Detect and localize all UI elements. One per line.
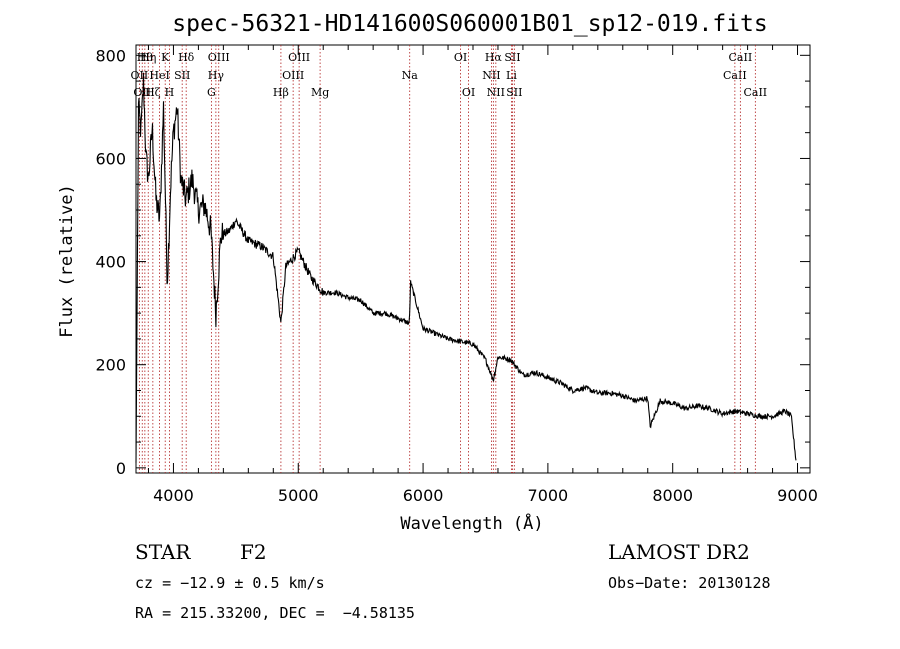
x-tick-label: 5000 xyxy=(278,486,319,505)
line-marker-label: CaII xyxy=(729,51,753,64)
axis-ticks: 4000 5000 6000 7000 8000 9000 0 200 400 600 800 xyxy=(95,45,818,505)
line-marker-label: Hγ xyxy=(208,69,225,82)
chart-title: spec-56321-HD141600S060001B01_sp12-019.f… xyxy=(172,11,767,37)
line-marker-label: Hη xyxy=(140,51,156,64)
line-marker-label: H xyxy=(165,86,175,99)
x-tick-label: 7000 xyxy=(528,486,569,505)
x-tick-label: 8000 xyxy=(652,486,693,505)
obs-date-text: Obs−Date: 20130128 xyxy=(608,574,771,592)
y-tick-label: 400 xyxy=(95,253,126,272)
x-tick-label: 4000 xyxy=(153,486,194,505)
line-marker-label: OI xyxy=(454,51,467,64)
line-marker-label: NII xyxy=(487,86,505,99)
line-marker-label: CaII xyxy=(723,69,747,82)
x-tick-label: 6000 xyxy=(403,486,444,505)
line-marker-label: HeI xyxy=(149,69,169,82)
y-tick-label: 800 xyxy=(95,46,126,65)
y-tick-label: 200 xyxy=(95,356,126,375)
y-tick-label: 600 xyxy=(95,149,126,168)
line-marker-label: OIII xyxy=(288,51,310,64)
line-marker-label: OIII xyxy=(208,51,230,64)
line-marker-label: OI xyxy=(462,86,475,99)
line-marker-label: Hα xyxy=(485,51,503,64)
line-marker-label: Mg xyxy=(311,86,329,99)
line-marker-label: OII xyxy=(131,69,149,82)
line-marker-label: Hθ xyxy=(137,51,154,64)
line-marker-label: G xyxy=(207,86,216,99)
line-marker-label: OII xyxy=(133,86,151,99)
object-class: STAR xyxy=(135,540,191,564)
line-marker-label: Hβ xyxy=(273,86,289,99)
survey-name: LAMOST DR2 xyxy=(608,540,750,564)
y-axis-label: Flux (relative) xyxy=(57,184,77,338)
line-marker-label: Na xyxy=(402,69,419,82)
object-subclass: F2 xyxy=(240,540,267,564)
x-tick-label: 9000 xyxy=(777,486,818,505)
line-marker-label: Hζ xyxy=(145,86,161,99)
line-marker-label: SII xyxy=(174,69,190,82)
line-marker-label: SII xyxy=(506,86,522,99)
coordinates-text: RA = 215.33200, DEC = −4.58135 xyxy=(135,604,415,622)
line-marker-label: SII xyxy=(504,51,520,64)
x-axis-label: Wavelength (Å) xyxy=(400,512,543,534)
line-marker-label: K xyxy=(161,51,170,64)
redshift-text: cz = −12.9 ± 0.5 km/s xyxy=(135,574,325,592)
line-marker-label: OIII xyxy=(282,69,304,82)
line-marker-label: NII xyxy=(482,69,500,82)
line-marker-label: CaII xyxy=(743,86,767,99)
spectrum-line xyxy=(135,72,797,463)
line-marker-label: Hδ xyxy=(178,51,195,64)
y-tick-label: 0 xyxy=(116,459,126,478)
line-marker-label: Li xyxy=(506,69,517,82)
